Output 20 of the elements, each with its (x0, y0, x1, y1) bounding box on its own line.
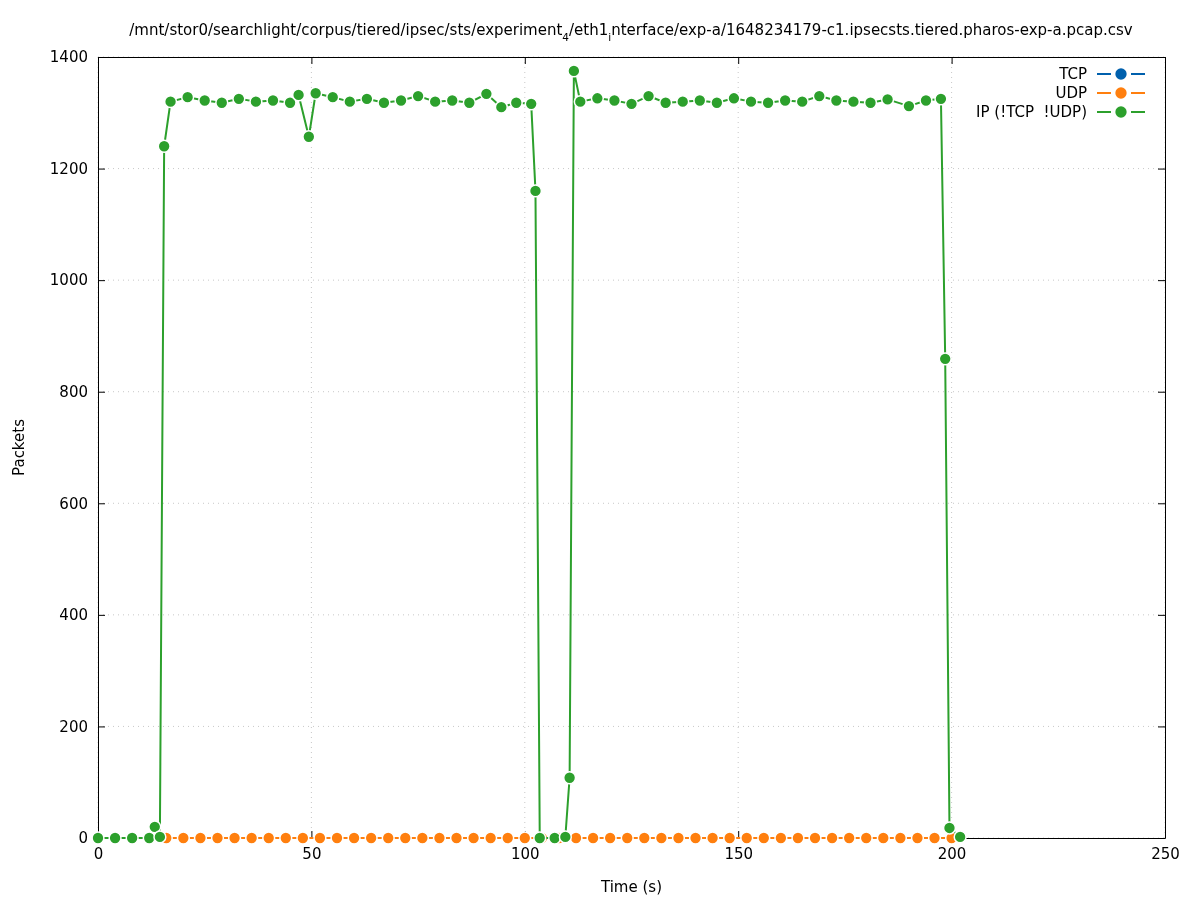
x-tick-label: 150 (724, 844, 754, 863)
y-tick-label: 1000 (49, 271, 88, 290)
y-tick-label: 1400 (49, 48, 88, 67)
y-tick-label: 1200 (49, 159, 88, 178)
y-axis-title: Packets (10, 418, 28, 476)
x-tick-label: 50 (302, 844, 322, 863)
y-tick-label: 400 (59, 606, 88, 625)
legend-label: IP (!TCP !UDP) (976, 103, 1087, 121)
y-tick-label: 200 (59, 717, 88, 736)
x-axis-title: Time (s) (600, 878, 662, 896)
x-tick-label: 250 (1151, 844, 1180, 863)
y-tick-label: 0 (78, 829, 88, 848)
x-tick-label: 0 (93, 844, 104, 863)
x-tick-label: 100 (510, 844, 540, 863)
y-tick-label: 800 (59, 383, 88, 402)
y-tick-label: 600 (59, 494, 88, 513)
legend-label: UDP (1055, 84, 1087, 102)
chart-title: /mnt/stor0/searchlight/corpus/tiered/ipsec/sts/experiment$_{4}$/eth1$_{i}$nterface/exp-a/1648234179-c1.ipsecsts.tiered.pharos-exp-a.pcap.csv (129, 21, 1133, 43)
x-tick-label: 200 (937, 844, 967, 863)
legend-label: TCP (1058, 65, 1087, 83)
